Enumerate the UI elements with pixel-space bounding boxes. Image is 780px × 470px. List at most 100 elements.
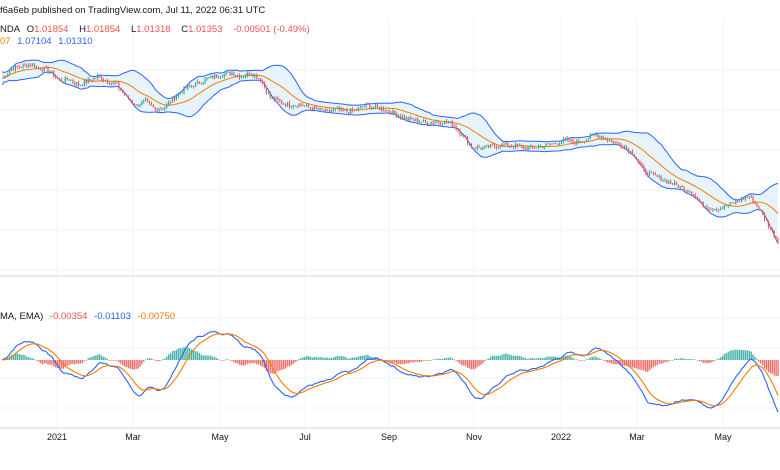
candle xyxy=(442,122,444,127)
histogram-bar xyxy=(210,355,212,360)
histogram-bar xyxy=(70,360,72,365)
candle xyxy=(177,93,179,99)
histogram-bar xyxy=(91,356,93,360)
histogram-bar xyxy=(733,350,735,360)
candle xyxy=(129,98,131,102)
histogram-bar xyxy=(514,355,517,360)
candle xyxy=(413,117,415,123)
histogram-bar xyxy=(250,360,252,364)
candle xyxy=(614,141,616,146)
histogram-bar xyxy=(344,356,346,360)
candle xyxy=(373,106,375,110)
histogram-bar xyxy=(493,355,496,360)
candle xyxy=(643,164,645,172)
candle xyxy=(629,150,632,155)
candle xyxy=(683,186,685,192)
histogram-bar xyxy=(752,354,754,360)
x-tick-label: Jul xyxy=(299,432,311,442)
candle xyxy=(576,139,578,146)
candle xyxy=(189,83,191,88)
histogram-bar xyxy=(549,356,551,360)
candle xyxy=(388,109,390,115)
histogram-bar xyxy=(562,356,565,360)
histogram-bar xyxy=(279,360,281,371)
candle xyxy=(233,70,235,77)
histogram-bar xyxy=(137,360,139,369)
histogram-bar xyxy=(647,360,649,373)
time-axis: 2021 Mar May Jul Sep Nov 2022 Mar May xyxy=(47,432,732,442)
candle xyxy=(279,98,281,103)
histogram-bar xyxy=(530,357,532,360)
candle xyxy=(700,201,702,203)
histogram-bar xyxy=(572,357,574,360)
candle xyxy=(254,73,256,79)
grid-lines xyxy=(0,18,780,430)
candle xyxy=(219,75,222,80)
candle xyxy=(760,208,762,211)
candle xyxy=(296,105,298,109)
candle xyxy=(675,181,678,185)
histogram-bar xyxy=(532,358,534,360)
bollinger-legend: 07 1.07104 1.01310 xyxy=(0,36,97,47)
candle xyxy=(16,65,18,70)
histogram-bar xyxy=(750,351,752,360)
histogram-bar xyxy=(489,356,492,360)
histogram-bar xyxy=(495,355,498,360)
histogram-bar xyxy=(704,360,706,363)
histogram-bar xyxy=(539,357,542,360)
histogram-bar xyxy=(367,354,369,360)
histogram-bar xyxy=(453,359,455,360)
histogram-bar xyxy=(148,358,151,360)
histogram-bar xyxy=(359,355,362,360)
candle xyxy=(591,133,593,136)
candle xyxy=(81,84,84,87)
candle xyxy=(10,67,13,71)
candle xyxy=(5,75,7,79)
histogram-bar xyxy=(89,357,91,360)
candle xyxy=(394,110,396,115)
histogram-bar xyxy=(298,359,300,360)
candle xyxy=(20,66,22,68)
candle xyxy=(248,70,250,76)
candle xyxy=(645,168,647,176)
candle xyxy=(390,110,392,115)
histogram-bar xyxy=(236,360,239,364)
candle xyxy=(217,75,220,79)
histogram-bar xyxy=(143,360,145,362)
candle xyxy=(292,104,294,110)
histogram-bar xyxy=(648,360,651,371)
macd-params-fragment: MA, EMA) xyxy=(0,311,44,322)
high-value: H1.01854 xyxy=(79,24,121,35)
candle xyxy=(718,208,720,213)
candle xyxy=(562,136,565,144)
candle xyxy=(386,109,388,112)
candle xyxy=(14,63,17,73)
candle xyxy=(719,206,722,211)
histogram-bar xyxy=(327,357,329,360)
histogram-bar xyxy=(409,360,411,363)
candle xyxy=(265,86,268,95)
candle xyxy=(141,100,143,106)
candle xyxy=(693,193,695,196)
histogram-bar xyxy=(399,360,402,365)
histogram-bar xyxy=(512,356,515,360)
histogram-bar xyxy=(417,360,419,363)
histogram-bar xyxy=(110,360,112,361)
candle xyxy=(79,84,82,87)
candle xyxy=(290,105,292,109)
histogram-bar xyxy=(599,358,601,360)
histogram-bar xyxy=(235,360,237,363)
histogram-bar xyxy=(633,360,635,368)
candle xyxy=(147,97,149,103)
candle xyxy=(744,195,747,202)
x-tick-label: 2022 xyxy=(551,432,571,442)
candle xyxy=(202,81,204,86)
histogram-bar xyxy=(426,360,429,361)
candle xyxy=(185,86,187,89)
candle xyxy=(18,64,20,70)
histogram-bar xyxy=(43,360,45,364)
histogram-bar xyxy=(725,353,727,360)
candle xyxy=(526,145,528,151)
candle xyxy=(729,202,731,207)
